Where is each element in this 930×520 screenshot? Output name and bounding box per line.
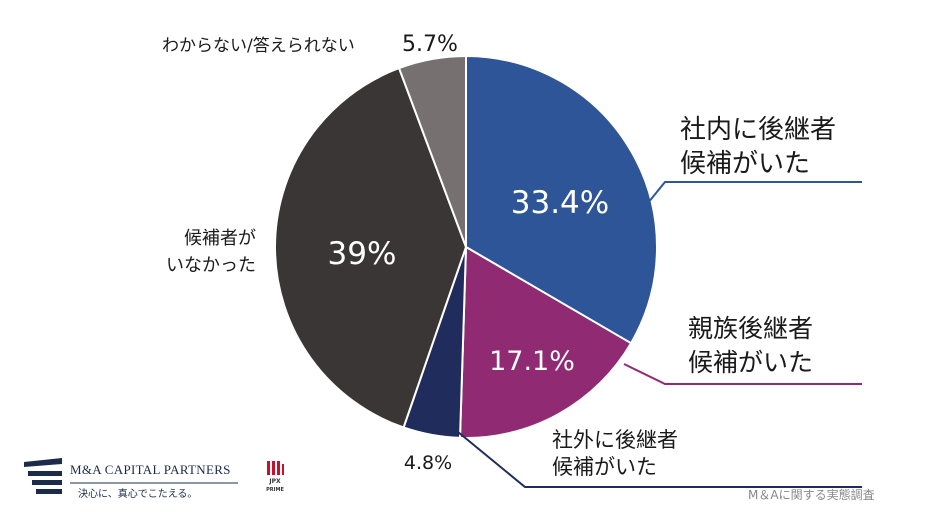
category-label-2-0: 社外に後継者	[552, 428, 678, 452]
pie-slice-0	[465, 54, 658, 345]
value-label-4: 5.7%	[402, 32, 458, 57]
jpx-prime-label: PRIME	[266, 487, 284, 493]
value-label-3: 39%	[328, 236, 397, 272]
category-label-1-1: 候補がいた	[688, 348, 813, 377]
category-label-0-1: 候補がいた	[680, 149, 810, 179]
jpx-mark-icon	[267, 461, 284, 475]
logo-divider	[70, 482, 238, 484]
connector-line-0	[599, 181, 862, 263]
pie-slice-1	[458, 245, 633, 439]
pie-slice-3	[274, 66, 468, 429]
pie-slices	[274, 54, 658, 439]
jpx-label: JPX	[269, 478, 281, 485]
connector-line-1	[623, 363, 862, 385]
logo-mark-icon	[24, 458, 62, 494]
source-note: M＆Aに関する実態調査	[748, 488, 875, 502]
company-tagline: 決心に、真心でこたえる。	[78, 489, 198, 500]
company-name: M&A CAPITAL PARTNERS	[70, 462, 231, 477]
slice-labels: 33.4%社内に後継者候補がいた17.1%親族後継者候補がいた4.8%社外に後継…	[162, 32, 836, 479]
category-label-1-0: 親族後継者	[688, 314, 813, 343]
category-label-0-0: 社内に後継者	[680, 115, 836, 145]
value-label-1: 17.1%	[489, 346, 575, 377]
connector-line-2	[457, 431, 862, 488]
category-label-3-1: いなかった	[166, 255, 256, 276]
pie-slice-4	[397, 54, 467, 248]
category-label-4-0: わからない/答えられない	[162, 36, 355, 56]
category-label-3-0: 候補者が	[184, 228, 256, 249]
category-label-2-1: 候補がいた	[552, 455, 657, 479]
jpx-prime-badge: JPX PRIME	[258, 458, 292, 502]
value-label-0: 33.4%	[511, 185, 609, 221]
company-logo: M&A CAPITAL PARTNERS 決心に、真心でこたえる。	[18, 454, 248, 506]
value-label-2: 4.8%	[404, 452, 452, 474]
label-connectors	[457, 181, 862, 488]
